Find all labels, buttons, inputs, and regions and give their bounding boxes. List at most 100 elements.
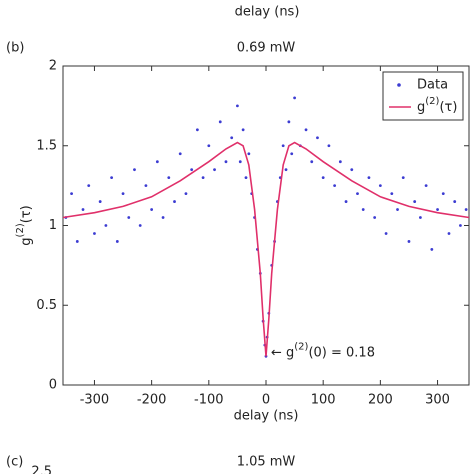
data-point xyxy=(281,144,285,148)
data-point xyxy=(356,192,359,196)
data-point xyxy=(333,184,337,188)
data-point xyxy=(161,216,165,219)
data-point xyxy=(316,136,319,140)
data-point xyxy=(430,248,434,251)
annotation-main: ← g xyxy=(271,345,294,360)
data-point xyxy=(115,240,119,243)
data-point xyxy=(238,160,242,164)
annotation-rest: (0) = 0.18 xyxy=(308,345,375,360)
x-tick-label: -300 xyxy=(80,393,110,408)
data-point xyxy=(236,104,239,108)
data-point xyxy=(361,208,365,211)
legend-box xyxy=(382,71,464,121)
data-point xyxy=(230,136,234,140)
data-point xyxy=(207,144,211,148)
y-axis-label: g(2)(τ) xyxy=(15,205,34,245)
data-point xyxy=(453,200,457,203)
data-point xyxy=(413,200,417,203)
data-point xyxy=(304,128,308,132)
fit-line xyxy=(62,141,470,357)
data-point xyxy=(155,160,159,164)
data-point xyxy=(87,184,91,188)
data-point xyxy=(293,96,296,100)
data-point xyxy=(447,232,451,235)
data-point xyxy=(244,176,248,180)
data-point xyxy=(138,224,142,227)
x-axis-label: delay (ns) xyxy=(234,409,299,424)
data-point xyxy=(287,120,291,124)
data-point xyxy=(436,208,439,211)
next-panel-title: 1.05 mW xyxy=(237,455,296,470)
annotation: ← g(2)(0) = 0.18 xyxy=(271,341,375,360)
data-point xyxy=(81,208,85,211)
legend-marker xyxy=(397,83,401,87)
data-point xyxy=(93,232,96,235)
y-tick-label: 1.5 xyxy=(36,138,57,153)
next-panel-tick: 2.5 xyxy=(31,465,52,474)
next-panel-label: (c) xyxy=(6,455,23,470)
data-point xyxy=(121,192,125,196)
legend-label: Data xyxy=(417,78,448,93)
y-axis-label-rest: (τ) xyxy=(19,205,34,223)
data-point xyxy=(75,240,79,243)
data-point xyxy=(173,200,176,203)
x-tick-label: -100 xyxy=(194,393,224,408)
legend-label-sup: (2) xyxy=(425,96,439,107)
data-point xyxy=(327,144,331,148)
previous-x-label: delay (ns) xyxy=(235,5,300,20)
legend-label-rest: (τ) xyxy=(439,100,457,115)
data-point xyxy=(338,160,342,164)
data-point xyxy=(284,168,288,172)
data-point xyxy=(390,192,394,196)
data-point xyxy=(401,176,405,180)
data-point xyxy=(247,152,251,156)
data-point xyxy=(195,128,199,132)
data-point xyxy=(441,192,445,196)
data-point xyxy=(367,176,371,180)
data-point xyxy=(344,200,348,203)
data-point xyxy=(144,184,148,188)
data-point xyxy=(190,168,194,172)
y-tick-label: 2 xyxy=(49,59,57,74)
data-point xyxy=(98,200,102,203)
data-point xyxy=(224,160,228,164)
data-point xyxy=(384,232,388,235)
data-point xyxy=(290,152,294,156)
data-point xyxy=(418,216,422,219)
y-tick-label: 0 xyxy=(49,378,57,393)
data-point xyxy=(350,168,354,172)
x-tick-label: 0 xyxy=(262,393,270,408)
data-point xyxy=(110,176,114,180)
x-tick-label: 100 xyxy=(311,393,336,408)
data-point xyxy=(178,152,182,156)
data-point xyxy=(127,216,131,219)
y-axis-label-base: g xyxy=(19,237,34,245)
chart-title: 0.69 mW xyxy=(237,41,296,56)
data-point xyxy=(321,176,325,180)
data-point xyxy=(373,216,377,219)
data-point xyxy=(310,160,314,164)
legend-label: g(2)(τ) xyxy=(417,96,457,115)
data-point xyxy=(407,240,411,243)
y-tick-label: 0.5 xyxy=(36,298,57,313)
data-point xyxy=(218,120,222,124)
data-point xyxy=(424,184,428,188)
data-point xyxy=(70,192,73,196)
data-point xyxy=(459,224,462,227)
panel-label: (b) xyxy=(6,41,24,56)
data-point xyxy=(133,168,136,172)
x-tick-label: -200 xyxy=(137,393,167,408)
x-tick-label: 300 xyxy=(425,393,450,408)
y-axis-label-sup: (2) xyxy=(15,223,26,237)
annotation-sup: (2) xyxy=(294,341,308,352)
y-tick-label: 1 xyxy=(49,218,57,233)
data-point xyxy=(104,224,108,227)
data-point xyxy=(241,128,245,132)
x-tick-label: 200 xyxy=(368,393,393,408)
data-point xyxy=(150,208,154,211)
data-point xyxy=(464,208,468,211)
data-point xyxy=(378,184,382,188)
data-point xyxy=(167,176,171,180)
data-point xyxy=(213,168,216,172)
